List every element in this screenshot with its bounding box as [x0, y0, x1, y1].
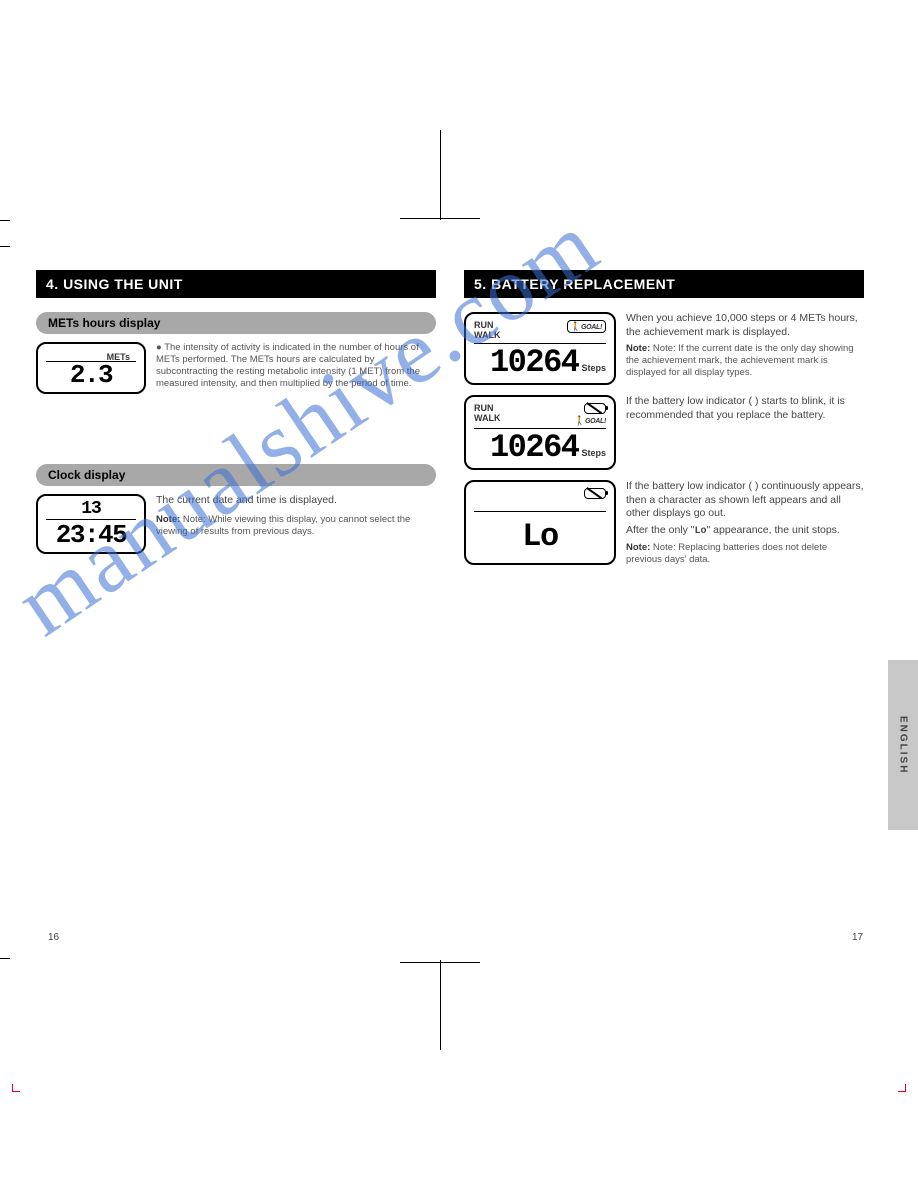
page-content: 4. USING THE UNIT METs hours display MET…: [36, 270, 866, 576]
language-tab: ENGLISH: [888, 660, 918, 830]
lo-value: Lo: [522, 521, 557, 553]
page-num-right: 17: [852, 932, 863, 943]
crop-mark-bottom-h: [400, 962, 480, 963]
mets-note: ● The intensity of activity is indicated…: [156, 342, 436, 390]
corner-bl-h: [0, 958, 10, 959]
battery-icon-2: [584, 488, 606, 499]
corner-tl-h2: [0, 220, 10, 221]
clock-note: Note: Note: While viewing this display, …: [156, 514, 436, 538]
clock-time: 23:45: [56, 520, 127, 550]
steps-label-2: Steps: [581, 448, 606, 458]
lcd-lo: Lo: [464, 480, 616, 565]
crop-mark-top-h: [400, 218, 480, 219]
steps-value-2: 10264: [490, 432, 579, 464]
steps-label-1: Steps: [581, 363, 606, 373]
run-label-1: RUN: [474, 320, 501, 330]
goal-badge-1: 🚶GOAL!: [567, 320, 606, 333]
left-column: 4. USING THE UNIT METs hours display MET…: [36, 270, 436, 576]
mets-value: 2.3: [70, 362, 112, 388]
lcd-clock: 13 23:45: [36, 494, 146, 554]
run-label-2: RUN: [474, 403, 501, 413]
walker-icon: 🚶: [570, 323, 581, 332]
battery-blink-body: If the battery low indicator ( ) starts …: [626, 395, 864, 422]
crop-mark-bottom: [440, 960, 441, 1050]
lo-body: If the battery low indicator ( ) continu…: [626, 480, 864, 521]
goal-badge-2: 🚶GOAL!: [574, 415, 606, 426]
lcd-mets: METs 2.3: [36, 342, 146, 394]
walk-label-2: WALK: [474, 413, 501, 423]
clock-text: The current date and time is displayed.: [156, 494, 436, 508]
crop-mark-top: [440, 130, 441, 220]
goal-text-2: GOAL!: [585, 418, 606, 425]
walker-icon-2: 🚶: [574, 417, 585, 426]
steps-value-1: 10264: [490, 347, 579, 379]
goal-body: When you achieve 10,000 steps or 4 METs …: [626, 312, 864, 339]
walk-label-1: WALK: [474, 330, 501, 340]
corner-marker-br: [898, 1084, 906, 1092]
right-section-title: 5. BATTERY REPLACEMENT: [464, 270, 864, 298]
right-column: 5. BATTERY REPLACEMENT RUN WALK 🚶GOAL!: [464, 270, 864, 576]
page-num-left: 16: [48, 932, 59, 943]
lo-note-text: Note: Replacing batteries does not delet…: [626, 542, 827, 565]
clock-day: 13: [81, 499, 101, 519]
pill-clock: Clock display: [36, 464, 436, 486]
battery-icon-1: [584, 403, 606, 414]
goal-note-text: Note: If the current date is the only da…: [626, 343, 854, 378]
lo-line2: After the only "Lo" appearance, the unit…: [626, 524, 864, 538]
left-section-title: 4. USING THE UNIT: [36, 270, 436, 298]
goal-text-1: GOAL!: [581, 324, 602, 331]
corner-tl-h: [0, 246, 10, 247]
pill-mets: METs hours display: [36, 312, 436, 334]
lo-note: Note: Note: Replacing batteries does not…: [626, 542, 864, 566]
corner-marker-bl: [12, 1084, 20, 1092]
lcd-battery-blink: RUN WALK 🚶GOAL! 10264 Steps: [464, 395, 616, 470]
lo-body-text: If the battery low indicator ( ) continu…: [626, 480, 864, 519]
lcd-goal: RUN WALK 🚶GOAL! 10264 Steps: [464, 312, 616, 385]
lcd-mets-header: METs: [46, 350, 136, 362]
clock-note-text: Note: While viewing this display, you ca…: [156, 514, 410, 537]
inline-lo-glyph: Lo: [695, 526, 707, 537]
goal-note: Note: Note: If the current date is the o…: [626, 343, 864, 379]
mets-unit-label: METs: [107, 352, 130, 362]
